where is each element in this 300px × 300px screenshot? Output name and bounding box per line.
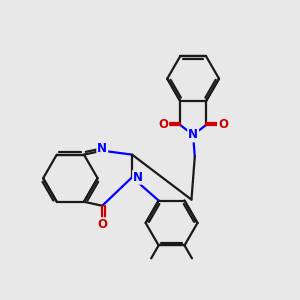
Text: O: O (97, 218, 107, 231)
Text: N: N (97, 142, 107, 154)
Text: N: N (188, 128, 198, 141)
Text: O: O (158, 118, 168, 131)
Text: N: N (133, 171, 143, 184)
Text: O: O (218, 118, 228, 131)
